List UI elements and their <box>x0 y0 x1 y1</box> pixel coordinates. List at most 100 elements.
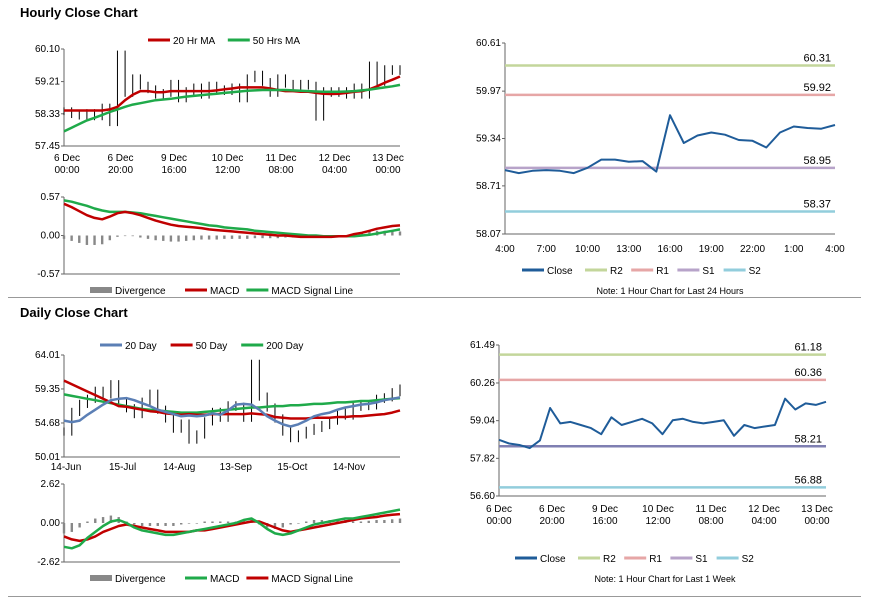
hourly-price-x-tick: 20:00 <box>108 165 133 176</box>
hourly-macd-divergence-bar <box>398 231 402 236</box>
daily-price-x-tick: 14-Aug <box>163 462 195 473</box>
hourly-levels-y-tick: 60.61 <box>476 38 501 49</box>
hourly-levels-y-tick: 59.97 <box>476 86 501 97</box>
hourly-price-x-tick: 04:00 <box>322 165 347 176</box>
daily-price-x-tick: 14-Jun <box>51 462 82 473</box>
hourly-levels-note: Note: 1 Hour Chart for Last 24 Hours <box>596 286 744 296</box>
daily-price-legend-label: 20 Day <box>125 341 157 352</box>
daily-macd-divergence-bar <box>140 523 144 526</box>
daily-macd-divergence-bar <box>336 520 339 523</box>
daily-levels-x-tick: 04:00 <box>751 516 776 527</box>
daily-price-y-tick: 59.35 <box>35 384 60 395</box>
daily-macd-divergence-bar <box>86 521 89 523</box>
daily-macd-legend-label: MACD Signal Line <box>271 574 353 585</box>
daily-levels-x-tick: 00:00 <box>486 516 511 527</box>
daily-macd-divergence-bar <box>164 523 167 526</box>
hourly-macd-divergence-bar <box>246 235 249 239</box>
daily-macd-divergence-bar <box>101 517 105 523</box>
hourly-macd-divergence-bar <box>100 235 104 245</box>
hourly-levels-r1-label: 59.92 <box>803 82 831 94</box>
daily-levels-legend-label: R2 <box>603 554 616 565</box>
divider-top <box>8 297 861 298</box>
daily-macd-divergence-bar <box>351 521 355 523</box>
daily-levels-x-tick: 11 Dec <box>696 504 727 515</box>
hourly-macd-divergence-bar <box>230 235 234 239</box>
hourly-price-y-tick: 57.45 <box>35 141 60 152</box>
daily-levels-x-tick: 9 Dec <box>592 504 618 515</box>
daily-macd-divergence-bar <box>148 523 152 526</box>
daily-price-x-tick: 14-Nov <box>333 462 365 473</box>
hourly-levels-r2-label: 60.31 <box>803 53 831 65</box>
daily-macd-divergence-bar <box>367 520 370 523</box>
hourly-levels-close-series <box>504 114 836 175</box>
daily-levels-x-tick: 12:00 <box>645 516 670 527</box>
hourly-macd-divergence-bar <box>78 235 81 243</box>
hourly-price-x-tick: 10 Dec <box>212 153 244 164</box>
daily-macd-divergence-bar <box>187 523 191 524</box>
hourly-levels-x-tick: 19:00 <box>699 244 724 255</box>
hourly-macd-divergence-bar <box>184 235 188 241</box>
daily-levels-y-tick: 59.04 <box>470 416 495 427</box>
hourly-macd-legend-label: Divergence <box>115 286 166 297</box>
hourly-macd-divergence-bar <box>93 235 96 245</box>
daily-macd-divergence-bar <box>273 523 277 529</box>
hourly-section-title: Hourly Close Chart <box>20 5 138 20</box>
daily-price-legend-label: 50 Day <box>196 341 228 352</box>
daily-levels-y-tick: 56.60 <box>470 491 495 502</box>
daily-levels-s1-label: 58.21 <box>794 433 822 445</box>
hourly-levels-y-tick: 58.71 <box>476 181 501 192</box>
daily-ma20-series <box>63 396 401 428</box>
daily-macd-divergence-bar <box>172 523 175 526</box>
hourly-price-x-tick: 00:00 <box>54 165 79 176</box>
daily-levels-x-tick: 00:00 <box>804 516 829 527</box>
daily-macd-divergence-bar <box>226 521 230 523</box>
daily-macd-divergence-bar <box>62 523 66 534</box>
hourly-macd-legend-label: MACD Signal Line <box>271 286 353 297</box>
hourly-price-x-tick: 6 Dec <box>107 153 133 164</box>
daily-levels-y-tick: 60.26 <box>470 378 495 389</box>
daily-macd-divergence-bar <box>219 521 222 523</box>
hourly-macd-divergence-bar <box>268 235 272 239</box>
daily-levels-y-tick: 61.49 <box>470 340 495 351</box>
daily-macd-series <box>63 508 401 550</box>
hourly-macd-y-tick: 0.57 <box>41 192 61 203</box>
daily-macd-y-tick: -2.62 <box>37 557 60 568</box>
daily-macd-divergence-bar <box>281 523 284 528</box>
hourly-price-legend-label: 50 Hrs MA <box>253 36 301 47</box>
hourly-levels-x-tick: 4:00 <box>495 244 515 255</box>
daily-macd-divergence-bar <box>375 520 378 523</box>
hourly-macd-divergence-bar <box>62 235 66 239</box>
daily-macd-divergence-bar <box>180 523 183 525</box>
daily-price-legend-label: 200 Day <box>266 341 303 352</box>
daily-macd-divergence-bar <box>78 523 81 528</box>
hourly-price-legend-label: 20 Hr MA <box>173 36 216 47</box>
daily-levels-legend-label: Close <box>540 554 566 565</box>
hourly-ma20-series <box>64 75 401 112</box>
hourly-price-x-tick: 13 Dec <box>372 153 404 164</box>
hourly-macd-divergence-bar <box>192 235 196 241</box>
hourly-price-x-tick: 12 Dec <box>319 153 351 164</box>
daily-levels-x-tick: 16:00 <box>592 516 617 527</box>
daily-macd-divergence-bar <box>305 521 308 523</box>
daily-macd-divergence-bar <box>242 520 245 523</box>
hourly-price-x-tick: 9 Dec <box>161 153 187 164</box>
daily-levels-x-tick: 10 Dec <box>642 504 674 515</box>
daily-levels-s2-label: 56.88 <box>794 474 822 486</box>
divider-bottom <box>8 596 861 597</box>
daily-macd-divergence-bar <box>359 521 363 523</box>
hourly-price-x-tick: 12:00 <box>215 165 240 176</box>
daily-ma200-series <box>63 393 401 414</box>
daily-price-x-tick: 13-Sep <box>220 462 253 473</box>
hourly-price-x-tick: 11 Dec <box>266 153 297 164</box>
hourly-price-x-tick: 6 Dec <box>54 153 80 164</box>
hourly-macd-y-tick: -0.57 <box>37 269 60 280</box>
daily-macd-divergence-bar <box>398 518 402 523</box>
daily-macd-divergence-bar <box>203 521 206 523</box>
hourly-macd-divergence-bar <box>215 235 218 240</box>
daily-levels-r2-label: 61.18 <box>794 342 822 354</box>
hourly-macd-divergence-bar <box>123 235 127 237</box>
daily-macd-y-tick: 0.00 <box>41 518 61 529</box>
daily-macd-signal-series <box>63 512 401 543</box>
daily-macd-divergence-bar <box>320 520 324 523</box>
hourly-macd-divergence-bar <box>162 235 165 241</box>
